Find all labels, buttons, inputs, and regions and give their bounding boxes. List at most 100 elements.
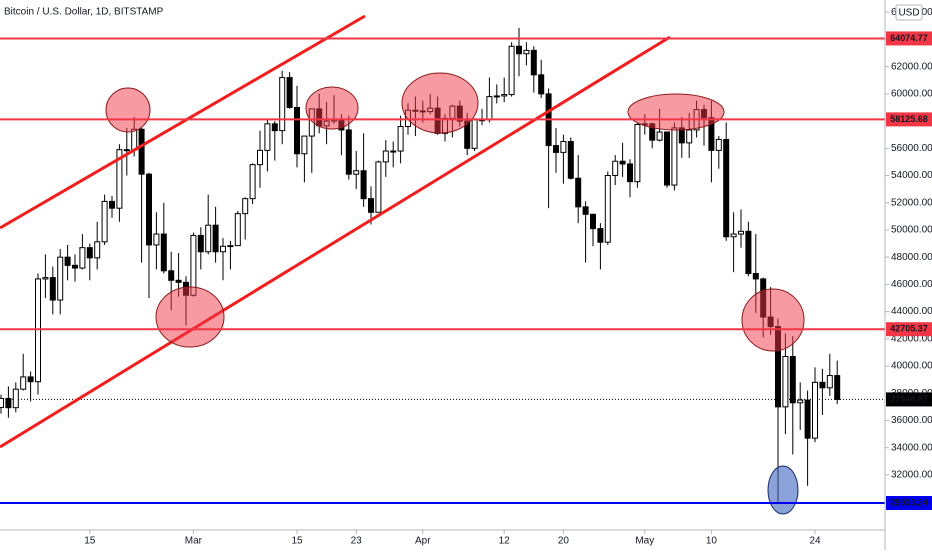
candle-body [797, 399, 804, 404]
candle-body [664, 131, 670, 186]
candle-body [375, 161, 382, 213]
highlight-ellipse [305, 86, 359, 130]
candle-body [345, 129, 352, 175]
candle-body [390, 150, 397, 153]
x-tick-label: Apr [415, 536, 431, 547]
y-tick-label: 60000.00 [891, 89, 932, 100]
chart-title: Bitcoin / U.S. Dollar, 1D, BITSTAMP [4, 7, 164, 18]
candle-body [397, 126, 404, 152]
candle-body [79, 247, 86, 269]
candle-body [715, 138, 722, 151]
candle-body [553, 145, 559, 153]
candle-body [249, 164, 256, 200]
level-label: 64074.77 [890, 33, 928, 43]
candle-body [789, 356, 796, 404]
candle-body [834, 375, 841, 400]
candle-body [819, 381, 826, 389]
candle-body [86, 247, 93, 259]
candle-body [582, 206, 589, 215]
candle-body [782, 356, 789, 408]
x-tick-label: May [635, 536, 654, 547]
candle-body [279, 77, 286, 132]
candle-body [153, 233, 160, 246]
candle-body [0, 397, 4, 409]
level-label: 29933.24 [890, 497, 928, 507]
candle-body [212, 224, 219, 253]
candle-body [271, 123, 278, 132]
candle-body [812, 381, 818, 439]
candle-body [42, 277, 49, 280]
candle-body [35, 278, 41, 383]
candle-body [353, 170, 360, 175]
candle-body [109, 200, 115, 209]
x-tick-label: Mar [185, 536, 203, 547]
candle-body [745, 230, 752, 275]
last-price-label-bg [886, 392, 932, 407]
y-tick-label: 36000.00 [891, 415, 932, 426]
candle-body [575, 177, 582, 208]
candle-body [146, 173, 152, 246]
price-axis-bg [885, 0, 932, 550]
candle-body [752, 273, 759, 280]
trend-line [0, 35, 671, 449]
x-tick-label: 20 [558, 536, 570, 547]
y-tick-label: 48000.00 [891, 252, 932, 263]
candle-body [471, 119, 478, 149]
candle-body [826, 375, 833, 389]
candle-body [294, 106, 300, 155]
y-tick-label: 32000.00 [891, 470, 932, 481]
candle-body [538, 74, 545, 95]
candle-body [634, 124, 641, 183]
y-tick-label: 34000.00 [891, 442, 932, 453]
candle-body [619, 160, 626, 165]
highlight-ellipse [767, 465, 799, 515]
y-tick-label: 42000.00 [891, 333, 932, 344]
y-tick-label: 44000.00 [891, 306, 932, 317]
last-price-label: 37546.87 [890, 394, 928, 404]
trend-line [0, 14, 366, 230]
currency-label: USD [898, 8, 919, 19]
y-tick-label: 54000.00 [891, 170, 932, 181]
candle-body [493, 95, 500, 98]
candle-body [64, 256, 71, 266]
highlight-ellipse [105, 87, 151, 133]
candle-body [656, 131, 663, 141]
candle-body [101, 200, 108, 243]
candle-body [723, 138, 730, 238]
candle-body [604, 175, 611, 243]
candle-body [197, 234, 204, 253]
candle-body [567, 141, 574, 179]
candle-body [612, 160, 619, 177]
candle-body [804, 399, 811, 439]
candle-body [382, 150, 389, 163]
candle-body [627, 163, 633, 183]
candle-body [12, 388, 19, 409]
candle-body [49, 277, 56, 301]
y-tick-label: 62000.00 [891, 61, 932, 72]
candle-body [264, 123, 271, 151]
level-label-bg [886, 112, 932, 127]
level-label-bg [886, 496, 932, 511]
candle-body [686, 129, 693, 144]
candle-body [138, 128, 145, 175]
candle-body [20, 376, 27, 390]
drawings [0, 14, 885, 515]
candle-body [368, 198, 374, 213]
candle-body [175, 279, 182, 283]
candle-body [5, 397, 12, 409]
y-tick-label: 52000.00 [891, 197, 932, 208]
candle-body [301, 135, 308, 155]
candle-body [508, 45, 515, 96]
candle-body [501, 94, 508, 97]
level-label: 58125.68 [890, 114, 928, 124]
candle-body [738, 230, 744, 235]
candle-body [671, 127, 678, 186]
label-layer: 32000.0034000.0036000.0038000.0040000.00… [84, 7, 932, 547]
candle-body [123, 149, 130, 152]
y-tick-label: 50000.00 [891, 225, 932, 236]
candle-body [27, 376, 34, 383]
candle-body [72, 264, 78, 269]
candle-body [530, 49, 537, 76]
